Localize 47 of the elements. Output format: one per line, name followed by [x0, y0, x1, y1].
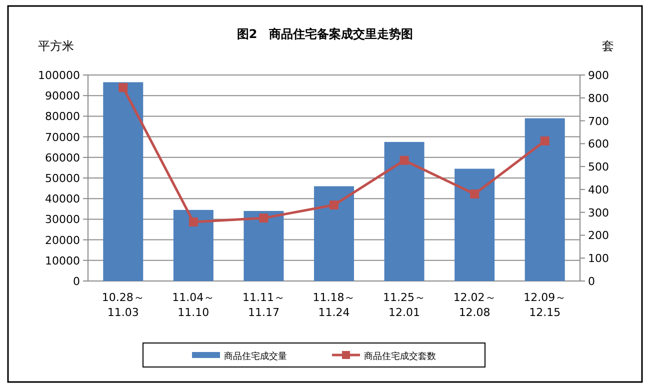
- y-tick-label: 10000: [45, 254, 80, 268]
- y-tick-label: 0: [73, 275, 80, 288]
- y2-tick-label: 800: [588, 92, 609, 105]
- x-tick-label: 11.18～ 11.24: [312, 291, 356, 319]
- y-axis-title: 平方米: [38, 39, 74, 53]
- y-tick-label: 100000: [38, 69, 80, 82]
- bar: [454, 168, 495, 281]
- point: [470, 190, 480, 199]
- y-tick-label: 50000: [45, 172, 80, 185]
- y2-tick-label: 0: [588, 275, 595, 288]
- y-tick-label: 20000: [45, 234, 80, 247]
- y-tick-label: 60000: [45, 151, 80, 164]
- point: [540, 136, 550, 146]
- bar: [524, 118, 565, 281]
- bar: [384, 142, 424, 281]
- x-tick-label: 12.02～ 12.08: [453, 291, 496, 319]
- bar: [103, 82, 144, 281]
- legend-label: 商品住宅成交套数: [364, 351, 436, 362]
- bar: [244, 210, 284, 281]
- y-tick-label: 30000: [45, 213, 80, 226]
- y2-tick-label: 100: [588, 252, 609, 266]
- x-tick-label: 12.09～ 12.15: [524, 291, 566, 319]
- y-tick-label: 80000: [45, 110, 80, 124]
- chart-title: 图2 商品住宅备案成交里走势图: [236, 27, 414, 41]
- legend-label: 商品住宅成交量: [224, 351, 287, 362]
- x-tick-label: 11.11～ 11.17: [242, 291, 285, 319]
- point: [330, 200, 338, 210]
- point: [118, 83, 128, 92]
- y2-tick-label: 300: [588, 206, 609, 220]
- y2-tick-label: 200: [588, 229, 609, 242]
- x-tick-label: 11.25～ 12.01: [383, 291, 426, 319]
- y-tick-label: 40000: [45, 192, 80, 206]
- y-tick-label: 70000: [45, 130, 80, 144]
- y2-tick-label: 400: [588, 183, 609, 196]
- y2-tick-label: 500: [588, 160, 609, 174]
- point: [400, 156, 409, 165]
- bar: [173, 210, 214, 281]
- x-tick-label: 11.04～ 11.10: [172, 291, 215, 319]
- y2-axis-title: 套: [602, 39, 614, 53]
- bar: [314, 186, 354, 281]
- y2-tick-label: 900: [588, 69, 609, 82]
- y2-tick-label: 700: [588, 114, 609, 128]
- point: [188, 217, 198, 226]
- point: [259, 214, 268, 223]
- y-tick-label: 90000: [45, 90, 80, 103]
- x-tick-label: 10.28～ 11.03: [102, 291, 144, 319]
- y2-tick-label: 600: [588, 138, 609, 151]
